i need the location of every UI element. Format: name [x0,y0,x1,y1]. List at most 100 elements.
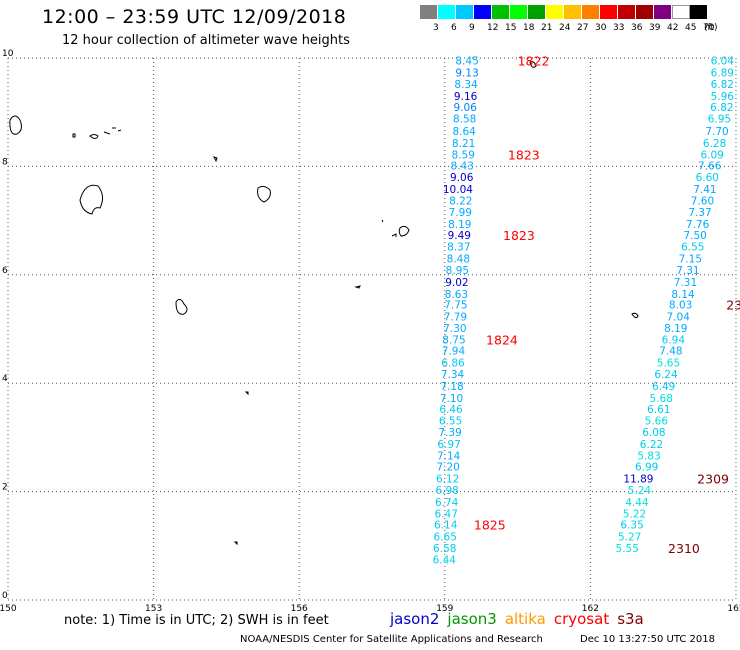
swh-value: 7.31 [676,265,699,277]
x-tick-label: 159 [436,604,453,614]
swh-value: 6.12 [436,474,459,486]
swh-value: 5.96 [711,91,735,103]
swh-value: 7.14 [437,450,461,462]
credit-text: NOAA/NESDIS Center for Satellite Applica… [240,634,543,645]
scale-label: 42 [667,23,679,33]
scale-swatch [492,5,510,19]
swh-value: 7.48 [659,346,682,358]
y-tick-label: 6 [2,266,8,276]
scale-label: 21 [541,23,553,33]
swh-value: 8.59 [452,149,475,161]
swh-value: 6.97 [437,439,460,451]
swh-value: 7.79 [444,312,467,324]
swh-value: 7.30 [443,323,466,335]
swh-value: 6.94 [662,334,686,346]
swh-value: 8.58 [453,114,476,126]
y-tick-label: 2 [2,483,8,493]
swh-value: 7.04 [667,312,691,324]
scale-label: 6 [451,23,457,33]
scale-swatch [456,5,474,19]
note-text: note: 1) Time is in UTC; 2) SWH is in fe… [64,613,329,628]
swh-value: 8.37 [447,242,470,254]
swh-value: 6.49 [652,381,675,393]
x-tick-label: 165 [727,604,740,614]
swh-value: 6.28 [703,138,726,150]
swh-value: 7.76 [686,219,710,231]
scale-label: 27 [577,23,589,33]
swh-value: 8.48 [447,254,470,266]
scale-swatch [672,5,690,19]
scale-swatch [528,5,546,19]
scale-label: 15 [505,23,517,33]
scale-label: 36 [631,23,643,33]
pass-times: 1822 1823 1823 1824 1825 2308 2309 2310 [474,54,740,556]
island [79,184,104,215]
scale-label: 9 [469,23,475,33]
swh-value: 7.60 [691,196,714,208]
scale-swatch [474,5,492,19]
swh-value: 7.99 [449,207,472,219]
y-tick-label: 10 [2,49,14,59]
swh-value: 7.70 [705,126,728,138]
swh-value: 10.04 [443,184,473,196]
swh-value: 8.45 [455,56,478,68]
swh-value: 8.21 [452,138,475,150]
scale-label: 18 [523,23,535,33]
legend-item-s3a: s3a [617,610,644,628]
island [213,156,218,163]
island [529,61,537,68]
swh-value: 11.89 [623,474,653,486]
pass-time-label: 1822 [518,54,550,69]
island [233,541,238,546]
swh-value: 9.06 [453,102,477,114]
swh-value: 5.66 [645,416,669,428]
swh-value: 8.19 [664,323,687,335]
swh-value: 9.06 [450,172,474,184]
island [381,219,410,237]
scale-swatch [690,5,708,19]
x-tick-label: 150 [0,604,17,614]
island [89,127,122,139]
swh-value: 7.75 [444,300,467,312]
island [354,285,361,289]
swh-value: 7.94 [442,346,466,358]
island [72,133,76,138]
map-grid [7,57,737,601]
legend-item-cryosat: cryosat [553,610,610,628]
scale-swatch [618,5,636,19]
swh-value: 7.18 [440,381,463,393]
pass-time-label: 2310 [668,541,700,556]
scale-label: 70 [703,23,715,33]
swh-values: 8.459.138.349.169.068.588.648.218.598.43… [433,56,735,567]
legend-item-altika: altika [504,610,546,628]
swh-value: 6.24 [654,369,678,381]
swh-value: 7.15 [679,254,702,266]
pass-time-label: 2308 [726,298,740,313]
swh-value: 6.58 [433,543,456,555]
swh-value: 6.09 [700,149,723,161]
scale-label: 39 [649,23,661,33]
swh-value: 6.47 [435,508,458,520]
swh-value: 7.37 [688,207,711,219]
swh-value: 5.83 [637,450,660,462]
swh-value: 7.66 [698,160,722,172]
swh-value: 4.44 [625,497,649,509]
scale-swatch [582,5,600,19]
swh-value: 8.75 [442,334,465,346]
scale-swatch [420,5,438,19]
swh-value: 8.63 [445,289,468,301]
scale-swatch [510,5,528,19]
island [9,115,22,135]
island [631,312,639,319]
page-subtitle: 12 hour collection of altimeter wave hei… [62,33,350,48]
swh-value: 9.02 [445,277,468,289]
pass-time-label: 1823 [503,228,535,243]
swh-value: 7.39 [438,427,461,439]
swh-value: 8.64 [452,126,476,138]
generated-timestamp: Dec 10 13:27:50 UTC 2018 [580,634,715,645]
x-tick-label: 156 [291,604,308,614]
island [175,298,188,315]
swh-value: 6.74 [435,497,459,509]
swh-value: 6.04 [711,56,735,68]
